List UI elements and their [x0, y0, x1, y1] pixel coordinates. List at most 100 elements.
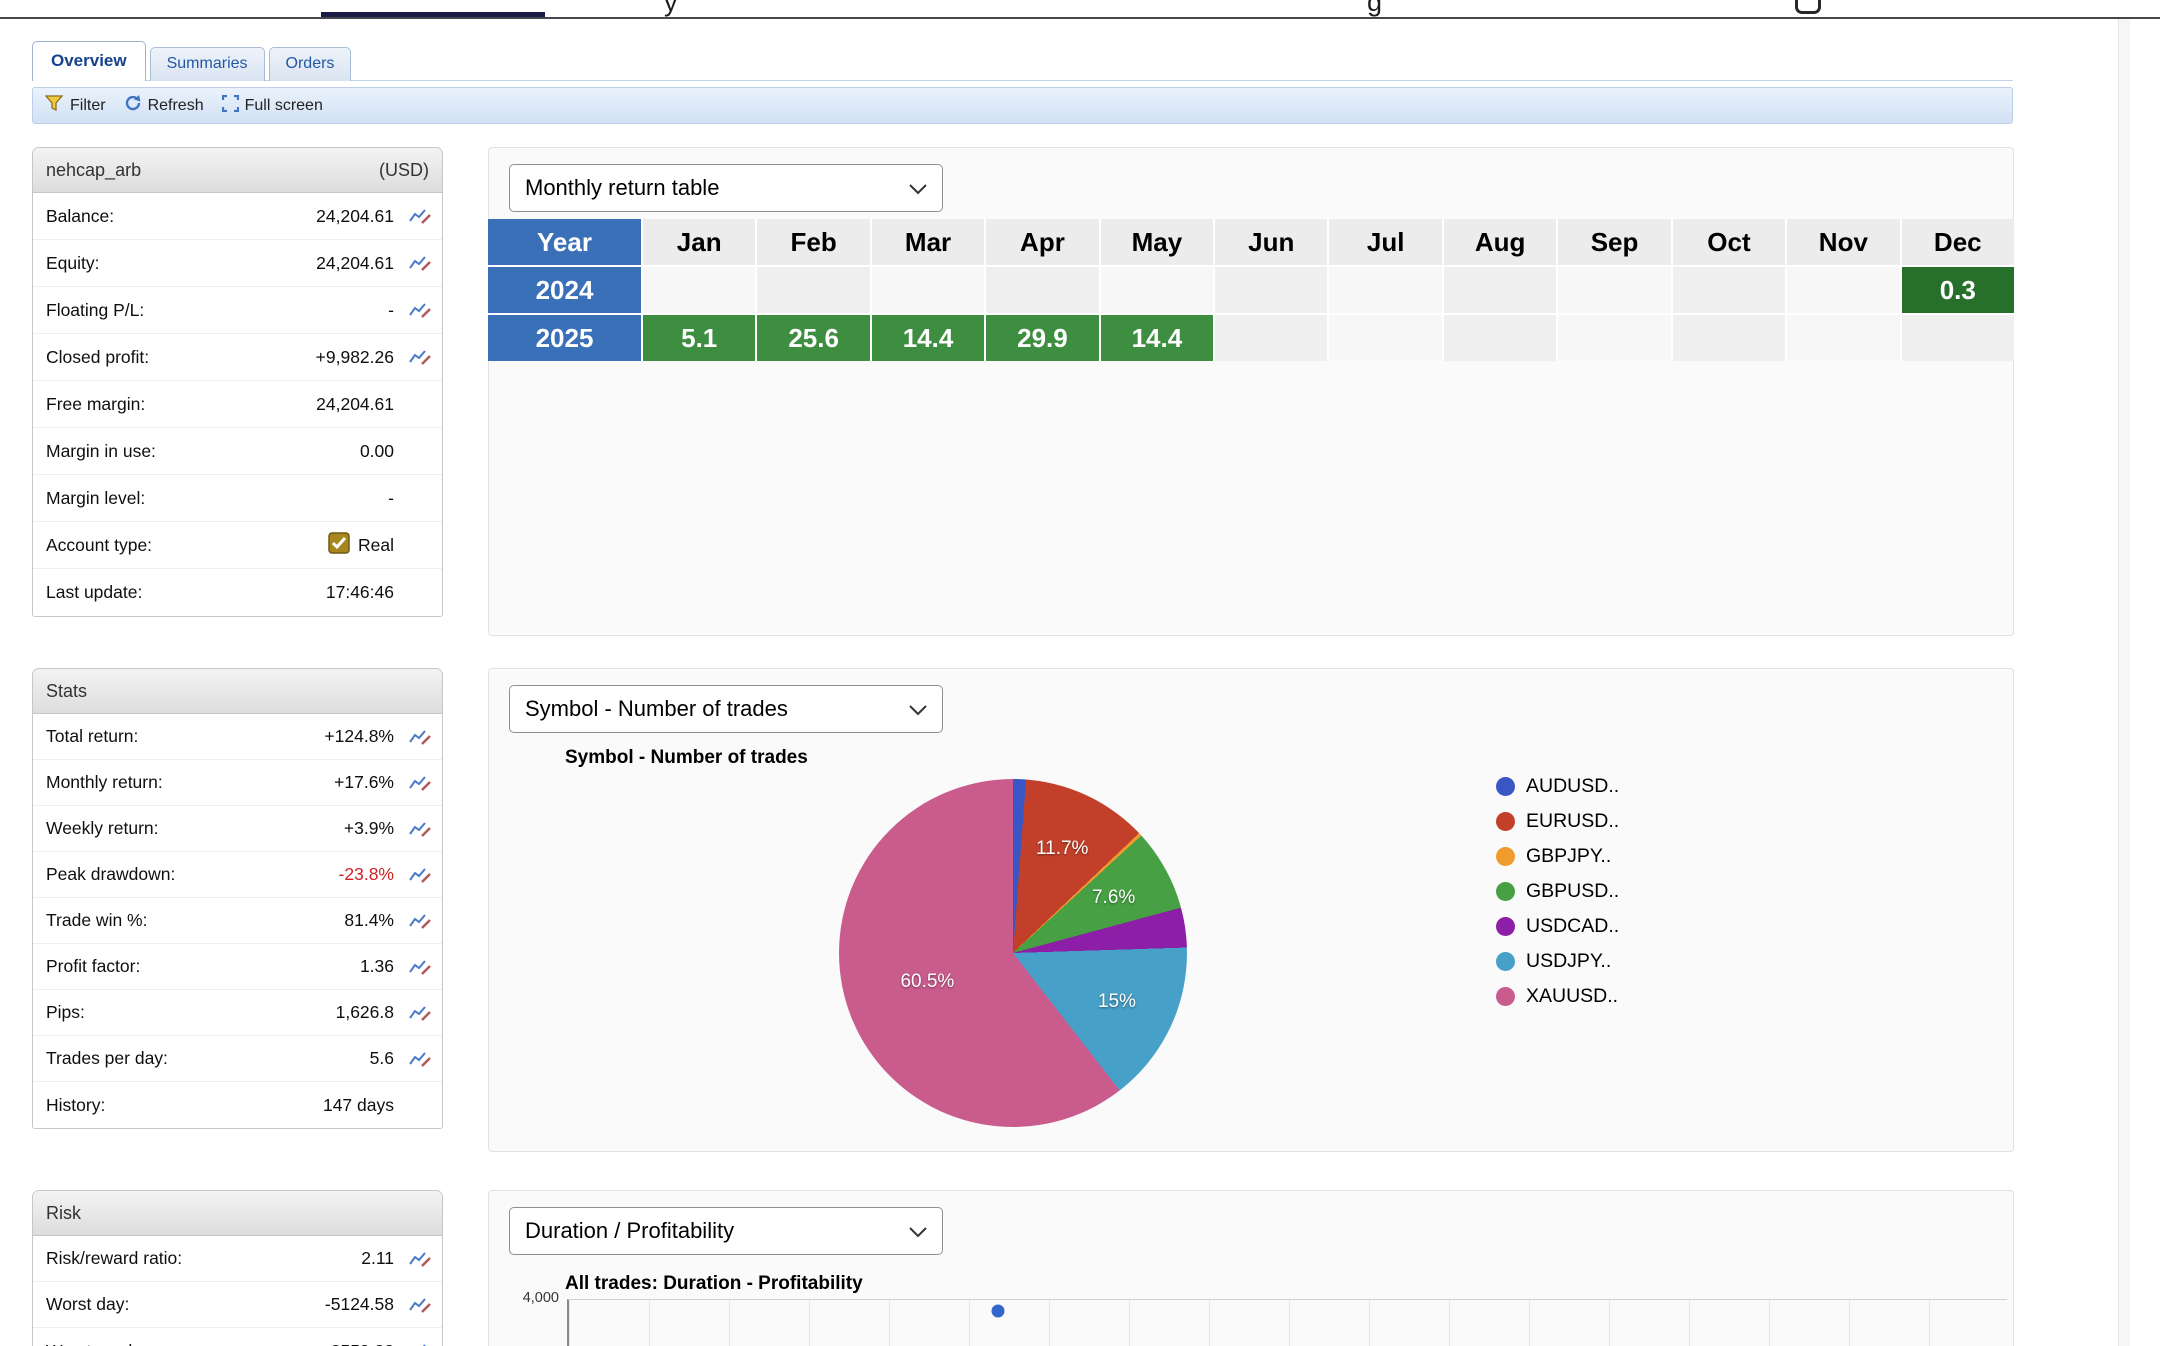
- pie-slice-label: 11.7%: [1035, 838, 1089, 860]
- legend-item: GBPUSD..: [1496, 874, 1619, 909]
- stats-panel: Stats Total return: +124.8% Monthly return…: [32, 668, 443, 1129]
- stat-row: Weekly return: +3.9%: [33, 806, 442, 852]
- mini-chart-icon[interactable]: [406, 1342, 434, 1346]
- legend-label: GBPUSD..: [1526, 880, 1620, 902]
- symbol-view-select[interactable]: Symbol - Number of trades: [509, 685, 943, 733]
- stat-label: Closed profit:: [46, 346, 150, 367]
- stat-value: 24,204.61: [316, 252, 394, 273]
- stat-label: History:: [46, 1094, 106, 1115]
- mini-chart-icon[interactable]: [406, 774, 434, 792]
- mini-chart-icon[interactable]: [406, 912, 434, 930]
- mini-chart-icon[interactable]: [406, 1250, 434, 1268]
- stat-label: Floating P/L:: [46, 299, 145, 320]
- legend-label: AUDUSD..: [1526, 775, 1620, 797]
- table-value-cell: [1558, 267, 1671, 313]
- mini-chart-icon[interactable]: [406, 207, 434, 225]
- stat-value: 24,204.61: [316, 393, 394, 414]
- fullscreen-button[interactable]: Full screen: [221, 94, 323, 117]
- stat-value: 2.11: [361, 1248, 394, 1268]
- table-value-cell: [1901, 315, 2014, 361]
- nav-fragment: g: [1367, 0, 1383, 17]
- mini-chart-icon[interactable]: [406, 348, 434, 366]
- monthly-view-select[interactable]: Monthly return table: [509, 164, 943, 212]
- stat-value: +124.8%: [324, 726, 394, 746]
- table-value-cell: [1215, 267, 1328, 313]
- table-header-month: Oct: [1672, 219, 1786, 265]
- table-value-cell: [1672, 315, 1786, 361]
- table-value-cell: [1558, 315, 1671, 361]
- account-rows: Balance: 24,204.61 Equity: 24,204.61 Floatin…: [33, 193, 442, 616]
- table-value-cell: [643, 267, 756, 313]
- stat-row: Worst day: -5124.58: [33, 1282, 442, 1328]
- duration-view-select[interactable]: Duration / Profitability: [509, 1207, 943, 1255]
- browser-header-strip: y g: [0, 0, 2160, 19]
- scatter-chart-title: All trades: Duration - Profitability: [565, 1273, 863, 1294]
- mini-chart-icon[interactable]: [406, 1296, 434, 1314]
- stat-label: Pips:: [46, 1002, 85, 1022]
- symbol-pie-chart: 11.7% 7.6% 15% 60.5%: [839, 779, 1187, 1127]
- stat-value: -5124.58: [324, 1294, 394, 1314]
- stat-label: Margin in use:: [46, 440, 156, 461]
- mini-chart-icon[interactable]: [406, 254, 434, 272]
- stat-value: +17.6%: [334, 772, 394, 792]
- table-value-cell: [871, 267, 985, 313]
- filter-button[interactable]: Filter: [44, 94, 106, 117]
- stats-rows: Total return: +124.8% Monthly return: +17.6…: [33, 714, 442, 1128]
- stat-value: Real: [152, 531, 406, 559]
- filter-label: Filter: [70, 96, 106, 114]
- stat-value: 24,204.61: [316, 205, 394, 226]
- monthly-return-section: Monthly return table Year Jan Feb Mar Apr May…: [488, 147, 2014, 636]
- tab-bar: Overview Summaries Orders: [32, 41, 355, 81]
- mini-chart-icon[interactable]: [406, 301, 434, 319]
- tab-orders[interactable]: Orders: [268, 47, 352, 81]
- table-value-cell: [1443, 315, 1557, 361]
- refresh-label: Refresh: [147, 96, 204, 114]
- legend-item: GBPJPY..: [1496, 839, 1619, 874]
- refresh-button[interactable]: Refresh: [124, 94, 204, 117]
- stat-row: Worst week:-3559.22: [33, 1328, 442, 1346]
- risk-rows: Risk/reward ratio: 2.11 Worst day: -5124.58…: [33, 1236, 442, 1346]
- stat-label: Equity:: [46, 252, 100, 273]
- nav-fragment: y: [664, 0, 678, 17]
- mini-chart-icon[interactable]: [406, 1004, 434, 1022]
- mini-chart-icon[interactable]: [406, 958, 434, 976]
- vertical-scrollbar[interactable]: [2118, 19, 2130, 1346]
- table-value-cell: [1215, 315, 1328, 361]
- tab-bar-baseline: [32, 80, 2013, 81]
- stat-label: Worst week:: [46, 1341, 142, 1346]
- legend-label: USDJPY..: [1526, 950, 1612, 972]
- legend-label: EURUSD..: [1526, 810, 1620, 832]
- legend-label: GBPJPY..: [1526, 845, 1612, 867]
- stat-row: Balance: 24,204.61: [33, 193, 442, 240]
- toolbar: Filter Refresh Full screen: [32, 87, 2013, 124]
- table-value-cell: 0.3: [1901, 267, 2014, 313]
- stat-value: -3559.22: [142, 1341, 406, 1346]
- fullscreen-icon: [221, 94, 239, 117]
- stat-value: +3.9%: [343, 818, 394, 838]
- stat-row: Risk/reward ratio: 2.11: [33, 1236, 442, 1282]
- table-value-cell: [1787, 315, 1900, 361]
- stats-panel-title: Stats: [46, 680, 88, 701]
- table-value-cell: [1329, 267, 1442, 313]
- tab-summaries[interactable]: Summaries: [149, 47, 265, 81]
- stat-value: 17:46:46: [325, 582, 394, 602]
- stat-label: Last update:: [46, 582, 143, 602]
- stat-row: Peak drawdown: -23.8%: [33, 852, 442, 898]
- table-value-cell: [1329, 315, 1442, 361]
- legend-label: XAUUSD..: [1526, 985, 1619, 1007]
- stat-label: Trade win %:: [46, 910, 148, 930]
- mini-chart-icon[interactable]: [406, 820, 434, 838]
- filter-icon: [44, 94, 64, 117]
- risk-panel-title: Risk: [46, 1202, 81, 1223]
- stat-value: 5.6: [369, 1048, 394, 1068]
- tab-overview[interactable]: Overview: [32, 41, 146, 81]
- legend-label: USDCAD..: [1526, 915, 1620, 937]
- stat-row: Monthly return: +17.6%: [33, 760, 442, 806]
- mini-chart-icon[interactable]: [406, 1050, 434, 1068]
- risk-panel: Risk Risk/reward ratio: 2.11 Worst day: -51…: [32, 1190, 443, 1346]
- stats-panel-header: Stats: [33, 669, 442, 714]
- mini-chart-icon[interactable]: [406, 728, 434, 746]
- mini-chart-icon[interactable]: [406, 866, 434, 884]
- checkbox-checked-icon: [328, 531, 350, 559]
- stat-label: Peak drawdown:: [46, 864, 176, 884]
